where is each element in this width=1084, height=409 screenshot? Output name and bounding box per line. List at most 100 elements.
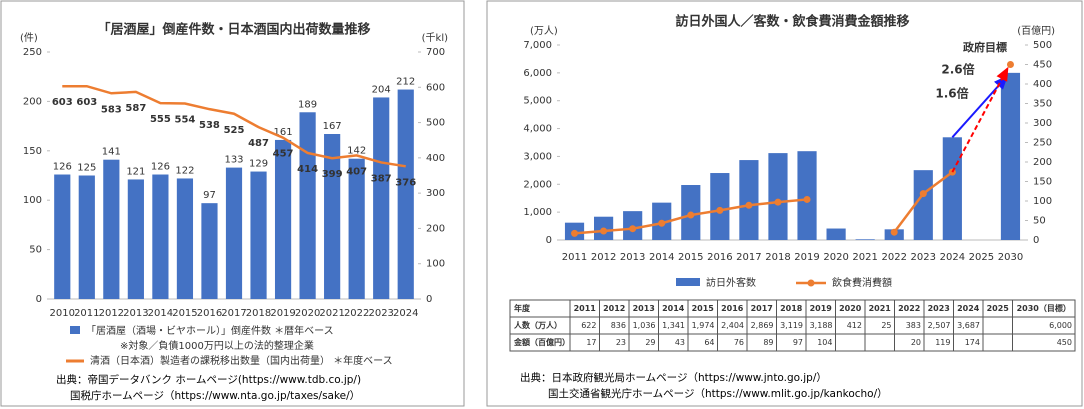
source: 国土交通省観光庁ホームページ（https://www.mlit.go.jp/ka…	[548, 387, 888, 400]
x-tick-label: 2014	[148, 308, 173, 319]
x-tick-label: 2013	[123, 308, 148, 319]
table-header: 2016	[721, 304, 744, 313]
y2-tick-label: 50	[1033, 216, 1046, 227]
table-border	[509, 299, 1076, 352]
x-tick-label: 2012	[99, 308, 124, 319]
data-label: 126	[151, 162, 170, 173]
bar	[768, 153, 788, 240]
table-cell: 622	[581, 321, 596, 330]
table-header: 2014	[662, 304, 685, 313]
data-label: 204	[372, 84, 391, 95]
table-row-label: 人数（万人）	[514, 320, 562, 330]
x-tick-label: 2011	[74, 308, 99, 319]
x-tick-label: 2017	[221, 308, 246, 319]
data-label: 376	[395, 177, 416, 188]
table-header: 2011	[574, 304, 597, 313]
y-tick-label: 100	[23, 195, 42, 206]
data-label: 126	[53, 162, 72, 173]
y2-axis-label: (百億円)	[1017, 24, 1055, 37]
table-cell: 17	[586, 338, 596, 347]
bar	[152, 174, 169, 299]
x-tick-label: 2022	[344, 308, 369, 319]
table-cell: 450	[1057, 338, 1072, 347]
x-tick-label: 2030	[998, 252, 1023, 263]
bar	[250, 171, 267, 299]
table-header: 2019	[810, 304, 833, 313]
bar	[1000, 72, 1021, 240]
panel-border	[486, 0, 1083, 407]
table-cell: 76	[734, 338, 744, 347]
data-label: 603	[52, 97, 73, 108]
table-cell: 1,974	[692, 321, 715, 330]
legend-swatch	[676, 278, 700, 286]
data-label: 407	[346, 166, 367, 177]
data-label: 133	[224, 155, 243, 166]
marker	[1006, 61, 1014, 68]
y-tick-label: 150	[23, 146, 42, 157]
y-tick-label: 200	[23, 96, 42, 107]
y-tick-label: 6,000	[523, 68, 552, 79]
table-cell: 97	[793, 338, 803, 347]
y2-tick-label: 300	[426, 188, 445, 199]
marker	[687, 211, 695, 219]
y2-tick-label: 500	[1033, 40, 1052, 51]
data-label: 122	[175, 165, 194, 176]
x-tick-label: 2023	[368, 308, 393, 319]
table-header: 年度	[514, 303, 531, 313]
y-tick-label: 0	[546, 235, 552, 246]
data-label: 142	[347, 146, 366, 157]
data-label: 97	[203, 190, 216, 201]
y2-tick-label: 500	[426, 118, 445, 129]
x-tick-label: 2019	[270, 308, 295, 319]
source: 出典：日本政府観光局ホームページ（https://www.jnto.go.jp/…	[520, 371, 827, 384]
bar	[299, 112, 316, 299]
x-tick-label: 2010	[50, 308, 75, 319]
table-cell: 29	[645, 338, 655, 347]
bar	[710, 173, 730, 240]
table-header: 2024	[957, 304, 980, 313]
table-cell: 2,869	[751, 321, 774, 330]
y-axis-label: (件)	[20, 32, 38, 44]
y-tick-label: 250	[23, 47, 42, 58]
table-row-label: 金額（百億円）	[513, 337, 570, 347]
y2-tick-label: 0	[1033, 235, 1039, 246]
legend-label: 飲食費消費額	[832, 276, 892, 289]
source: 出典：帝国データバンク ホームページ(https://www.tdb.co.jp…	[56, 373, 361, 386]
table-cell: 836	[611, 321, 626, 330]
table-header: 2012	[603, 304, 625, 313]
table-header: 2020	[839, 304, 862, 313]
y2-tick-label: 450	[1033, 60, 1052, 71]
y2-axis-label: (千kl)	[422, 32, 448, 44]
table-header: 2015	[692, 304, 715, 313]
data-label: 387	[371, 173, 392, 184]
table-cell: 6,000	[1049, 321, 1072, 330]
y2-tick-label: 200	[1033, 157, 1052, 168]
data-label: 161	[274, 127, 293, 138]
x-tick-label: 2018	[765, 252, 790, 263]
y2-tick-label: 600	[426, 82, 445, 93]
data-label: 189	[298, 99, 317, 110]
legend-label: 清酒（日本酒）製造者の課税移出数量（国内出荷量） ＊年度ベース	[90, 354, 393, 367]
bar	[225, 167, 243, 299]
y2-tick-label: 400	[1033, 79, 1052, 90]
x-tick-label: 2024	[393, 308, 418, 319]
bar	[826, 228, 846, 240]
x-tick-label: 2021	[319, 308, 344, 319]
bar	[274, 139, 292, 299]
table-cell: 25	[881, 321, 891, 330]
table-cell: 89	[763, 338, 773, 347]
data-label: 554	[174, 115, 195, 126]
x-tick-label: 2011	[562, 252, 587, 263]
x-tick-label: 2021	[852, 252, 877, 263]
x-tick-label: 2025	[969, 252, 994, 263]
x-tick-label: 2014	[649, 252, 674, 263]
data-label: 129	[249, 159, 268, 170]
bar	[739, 160, 759, 240]
bar	[913, 170, 933, 240]
y2-tick-label: 700	[426, 47, 445, 58]
bar	[54, 174, 71, 299]
legend-label: 訪日外客数	[706, 276, 756, 289]
bar	[348, 158, 365, 299]
data-label: 141	[102, 147, 121, 158]
